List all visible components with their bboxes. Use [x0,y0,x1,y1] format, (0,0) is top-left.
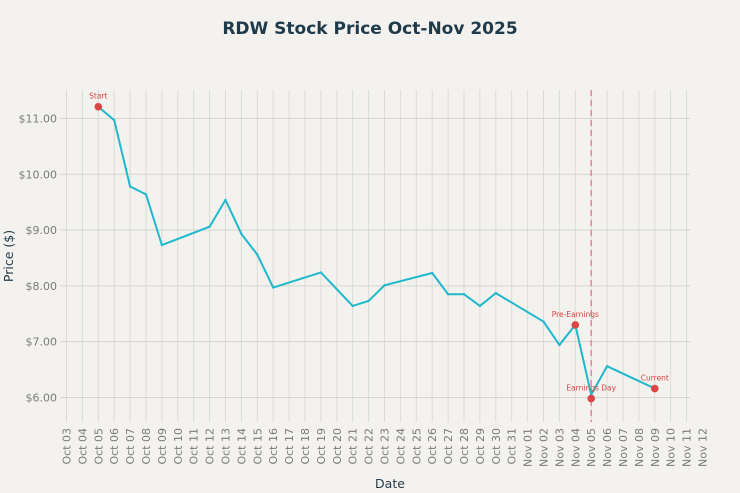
x-tick-label: Oct 23 [379,428,392,465]
x-tick-label: Oct 30 [490,428,503,465]
x-tick-label: Nov 07 [617,428,630,467]
price-point [558,343,561,347]
price-point [383,284,386,287]
x-tick-label: Oct 12 [204,428,217,465]
annotation-marker [94,102,103,111]
x-tick-label: Oct 14 [235,428,248,465]
price-point [605,365,609,368]
price-point [319,271,323,274]
x-tick-label: Nov 12 [697,428,710,467]
x-tick-label: Oct 10 [172,428,185,465]
x-axis-title: Date [375,476,405,491]
x-tick-label: Oct 11 [188,428,201,465]
price-point [240,232,243,236]
y-axis-title: Price ($) [1,230,16,282]
x-tick-label: Oct 09 [156,428,169,465]
x-tick-label: Nov 10 [665,428,678,467]
x-tick-label: Nov 04 [569,428,582,467]
y-tick-label: $9.00 [26,224,58,237]
chart-title: RDW Stock Price Oct-Nov 2025 [222,19,518,39]
price-point [478,304,482,308]
annotation-label: Start [89,92,107,101]
x-tick-label: Oct 04 [76,428,89,465]
y-tick-label: $6.00 [26,391,58,404]
annotation-marker [571,321,580,329]
x-tick-label: Oct 03 [61,428,74,465]
x-tick-label: Oct 07 [124,428,137,465]
price-point [272,286,275,289]
x-tick-label: Oct 05 [92,428,105,465]
x-tick-label: Oct 16 [267,428,280,465]
x-tick-label: Oct 28 [458,428,471,465]
annotation-label: Current [641,374,669,383]
y-tick-label: $8.00 [26,280,58,293]
x-tick-label: Oct 08 [140,428,153,465]
x-tick-label: Nov 06 [601,428,614,467]
y-tick-label: $7.00 [26,336,58,349]
price-point [113,118,116,122]
x-tick-label: Oct 29 [474,428,487,465]
x-tick-label: Oct 27 [442,428,455,465]
x-tick-label: Nov 02 [538,428,551,467]
x-tick-label: Oct 19 [315,428,328,465]
x-tick-label: Nov 01 [522,428,535,467]
price-point [351,304,354,308]
x-tick-label: Oct 20 [331,428,344,465]
price-point [462,293,466,296]
x-tick-label: Oct 06 [108,428,121,465]
price-point [256,253,259,256]
x-tick-label: Nov 09 [649,428,662,467]
annotation-label: Earnings Day [566,384,616,393]
x-tick-label: Nov 08 [633,428,646,467]
price-point [144,193,148,196]
x-tick-label: Oct 22 [363,428,376,465]
x-tick-label: Nov 11 [681,428,694,467]
x-tick-label: Nov 05 [585,428,598,467]
price-point [224,198,227,202]
annotation-marker [651,384,659,393]
annotation-marker [587,394,595,403]
x-tick-label: Oct 25 [410,428,423,465]
price-point [446,293,450,296]
price-point [128,185,132,188]
price-point [542,320,545,323]
x-tick-label: Oct 17 [283,428,296,465]
x-tick-label: Oct 15 [251,428,264,465]
price-point [494,291,497,295]
x-tick-label: Oct 26 [426,428,439,465]
x-tick-label: Nov 03 [553,428,566,467]
price-line [97,105,656,396]
price-point [431,271,434,275]
annotation-label: Pre-Earnings [552,310,599,319]
x-tick-label: Oct 18 [299,428,312,465]
price-point [208,225,211,228]
x-tick-label: Oct 13 [220,428,233,465]
price-point [367,299,370,303]
y-tick-label: $10.00 [19,168,58,181]
x-tick-label: Oct 21 [347,428,360,465]
x-tick-label: Oct 31 [506,428,519,465]
x-tick-label: Oct 24 [394,428,407,465]
price-point [160,243,164,247]
y-tick-label: $11.00 [19,112,58,125]
